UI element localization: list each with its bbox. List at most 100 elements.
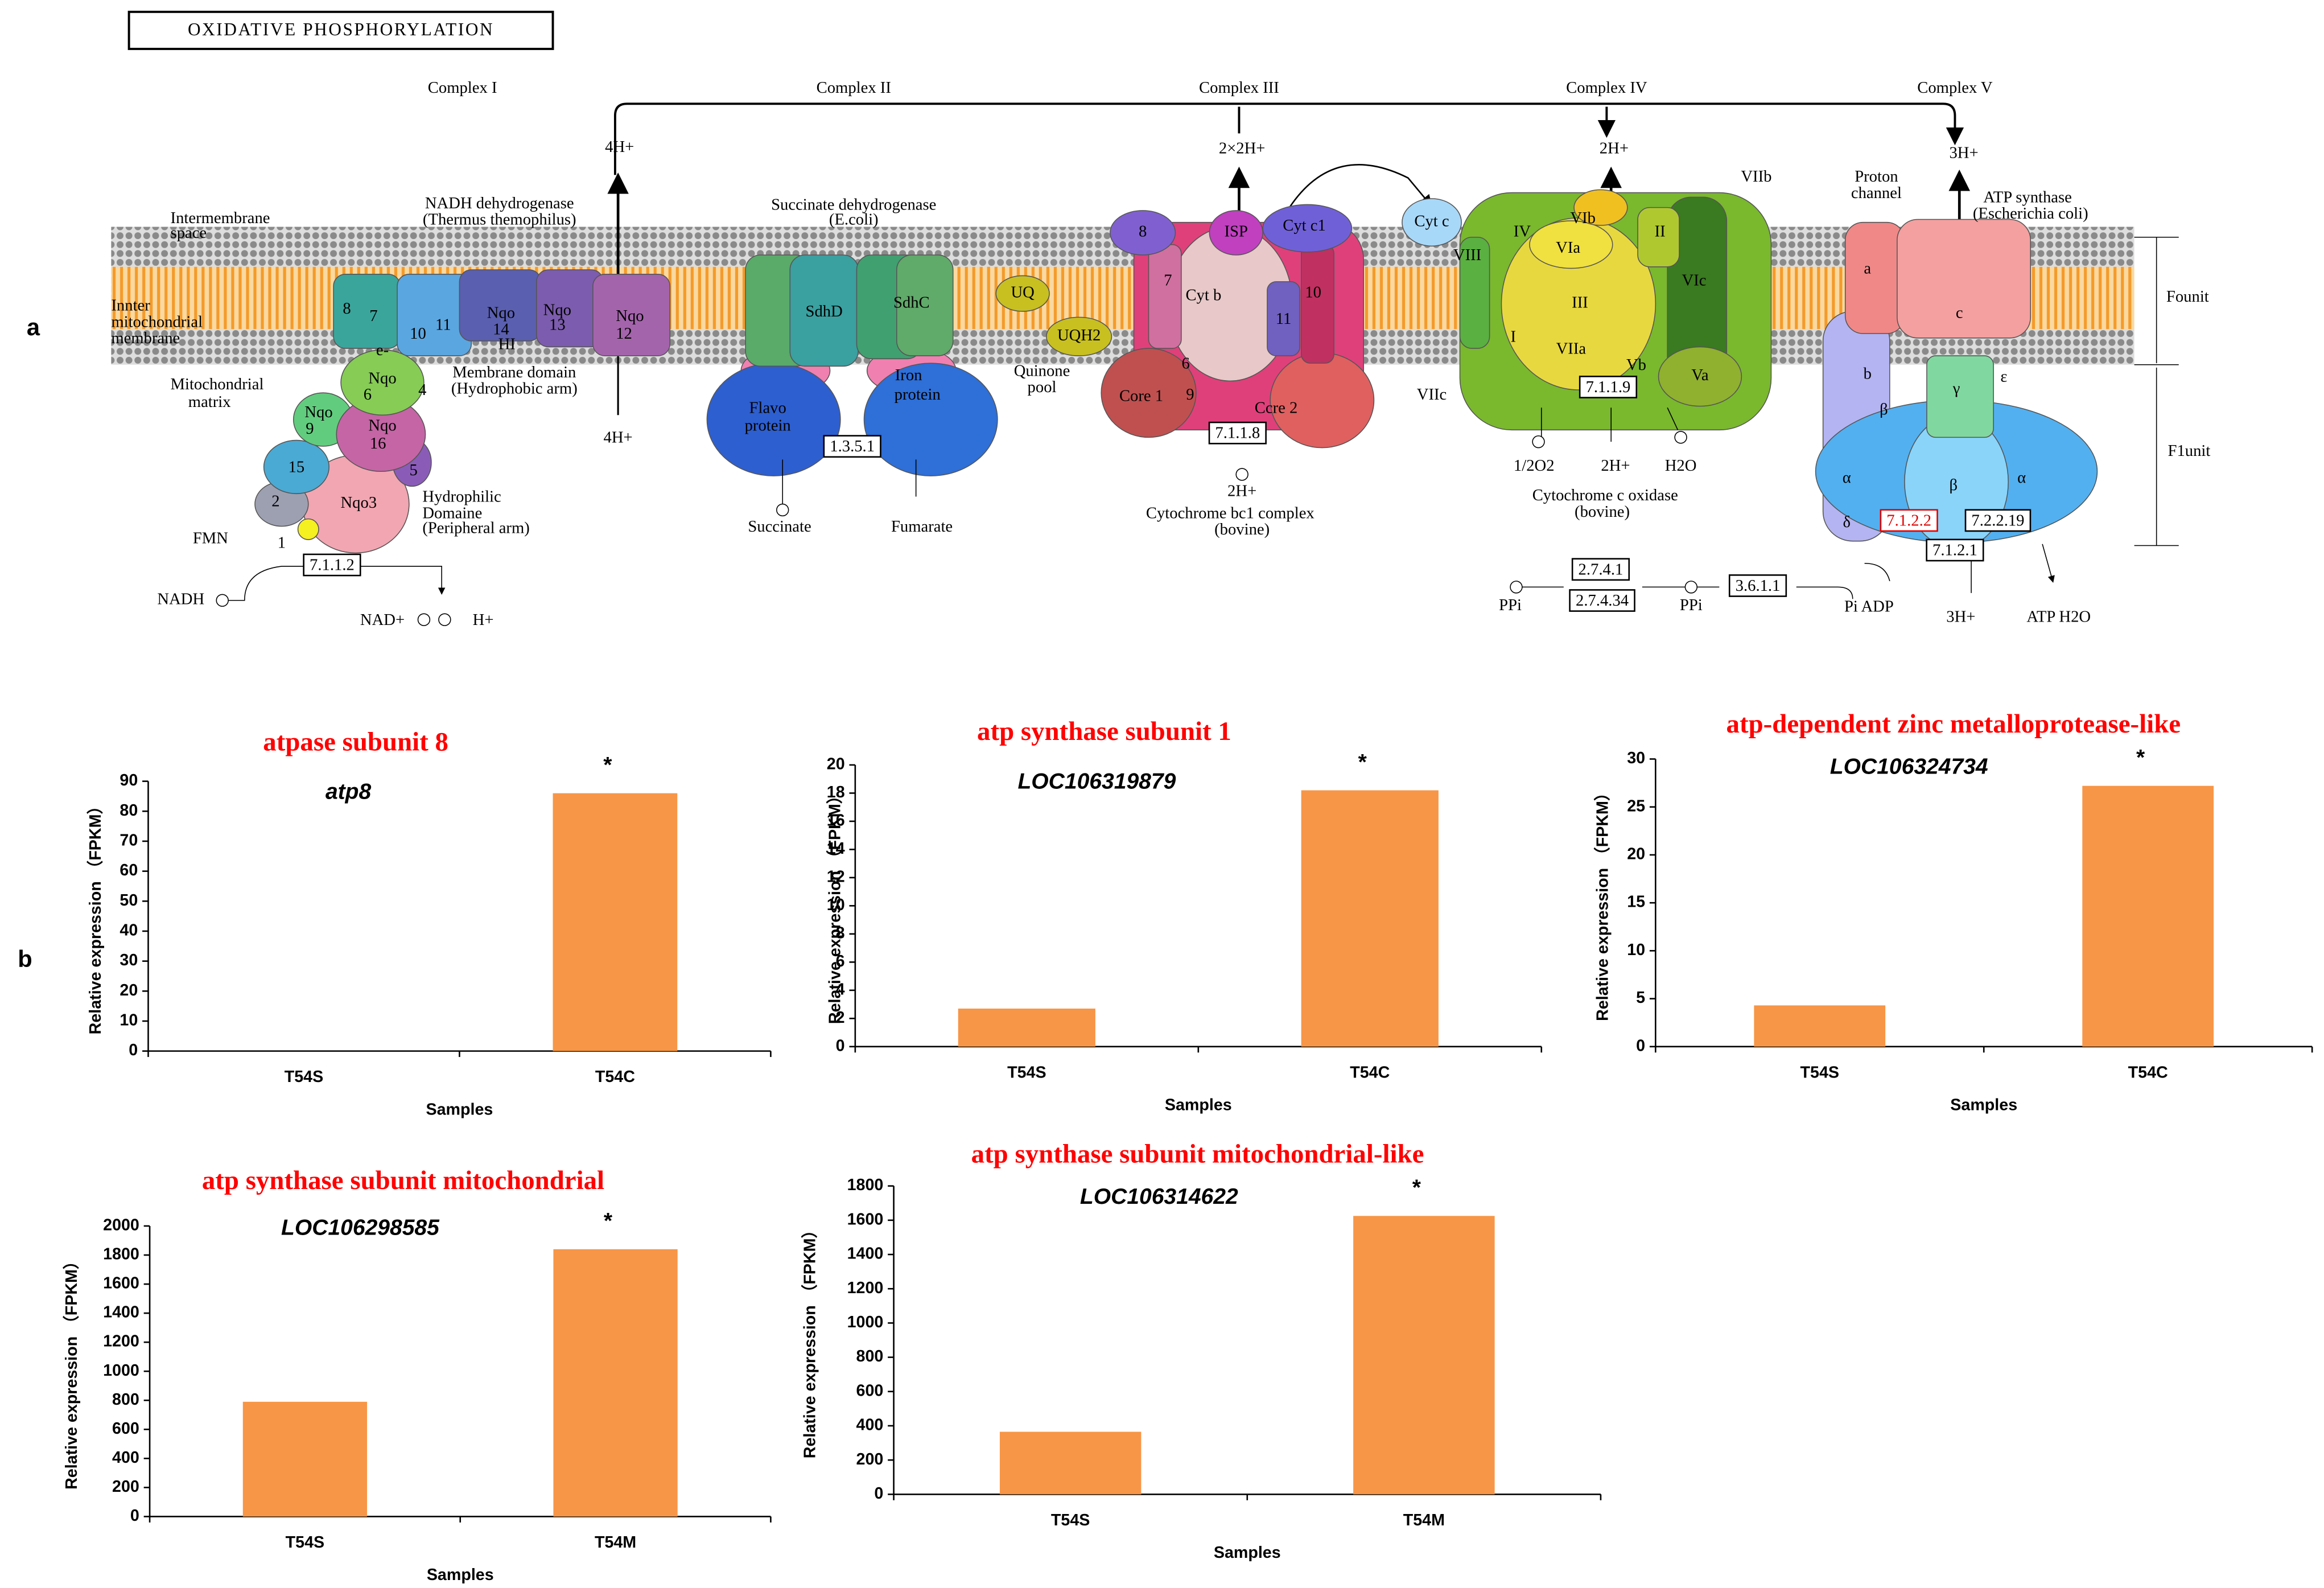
pathway-label: 1.3.5.1: [830, 437, 875, 455]
pathway-label: Nqo: [304, 403, 332, 421]
pathway-label: 2.7.4.34: [1576, 591, 1629, 610]
ec-box: [1579, 376, 1638, 398]
pathway-label: ATP H2O: [2026, 608, 2091, 626]
pathway-label: Complex IV: [1566, 79, 1647, 97]
pathway-label: γ: [1952, 380, 1960, 398]
y-tick-label: 600: [856, 1381, 884, 1400]
x-axis-label: Samples: [427, 1566, 494, 1584]
y-tick-label: 15: [1627, 893, 1645, 911]
pathway-label: β: [1880, 400, 1888, 418]
pathway-label: VIa: [1556, 238, 1580, 257]
pathway-label: Mitochondrial: [171, 375, 264, 393]
pathway-label: 12: [616, 324, 632, 343]
gene-label: LOC106324734: [1830, 754, 1988, 779]
bar: [1754, 1005, 1886, 1047]
pathway-label: channel: [1851, 184, 1902, 202]
pathway-label: c: [1956, 304, 1963, 322]
y-tick-label: 1400: [847, 1245, 884, 1263]
pathway-label: 6: [364, 385, 372, 404]
pathway-diagram: OXIDATIVE PHOSPHORYLATION a b Complex I C…: [18, 10, 2210, 972]
pathway-label: HI: [498, 335, 516, 353]
pathway-label: II: [1655, 222, 1666, 240]
pathway-label: NAD+: [360, 611, 405, 629]
y-tick-label: 1600: [847, 1210, 884, 1228]
y-tick-label: 800: [112, 1390, 139, 1409]
pathway-label: PPi: [1680, 596, 1703, 614]
y-tick-label: 20: [120, 981, 138, 999]
y-axis-label: Relative expression （FPKM）: [800, 1222, 819, 1458]
pathway-label: FMN: [193, 529, 228, 548]
complex-iv: [1459, 189, 1772, 449]
pathway-label: Cyt c: [1414, 212, 1449, 230]
x-tick-label: T54S: [1007, 1063, 1046, 1081]
pathway-label: 7.1.1.2: [310, 556, 355, 574]
pathway-label: Complex I: [428, 79, 497, 97]
y-tick-label: 1400: [103, 1303, 139, 1322]
y-tick-label: 18: [827, 783, 845, 801]
pathway-label: 4H+: [605, 138, 634, 156]
x-tick-label: T54C: [1350, 1063, 1390, 1081]
pathway-label: space: [171, 224, 207, 242]
pathway-label: δ: [1843, 513, 1851, 531]
arrow: [1288, 163, 1432, 208]
pathway-label: VIIa: [1556, 339, 1587, 357]
pathway-label: 2×2H+: [1219, 139, 1266, 158]
pathway-label: 11: [435, 316, 451, 334]
bar: [553, 1249, 678, 1517]
ec-box: [1964, 509, 2032, 532]
pathway-label: 2: [271, 492, 279, 511]
pathway-label: 11: [1276, 310, 1292, 328]
y-tick-label: 2000: [103, 1216, 139, 1235]
bar: [1353, 1216, 1495, 1495]
y-axis-label: Relative expression （FPKM）: [86, 798, 105, 1034]
pathway-label: VIc: [1682, 271, 1707, 289]
pathway-label: protein: [895, 385, 941, 404]
gene-label: LOC106314622: [1080, 1184, 1238, 1209]
pathway-label: Vb: [1626, 356, 1646, 374]
y-tick-label: 4: [836, 980, 845, 998]
pathway-label: H2O: [1665, 456, 1697, 475]
pathway-label: Nqo: [368, 417, 396, 435]
pathway-label: Cyt b: [1185, 286, 1221, 304]
pathway-label: Complex III: [1199, 79, 1279, 97]
y-tick-label: 0: [836, 1036, 845, 1055]
bar: [553, 793, 678, 1051]
pathway-label: 10: [410, 324, 426, 343]
ec-box: [1926, 538, 1984, 562]
pathway-label: 7.1.1.8: [1215, 424, 1260, 442]
pathway-label: 7: [1164, 271, 1172, 289]
y-axis-label: Relative expression （FPKM）: [826, 788, 844, 1024]
gene-label: LOC106319879: [1017, 770, 1176, 794]
y-tick-label: 1800: [103, 1245, 139, 1264]
pathway-label: pool: [1028, 378, 1057, 396]
pathway-label: 8: [343, 299, 351, 318]
pathway-label: ε: [2000, 368, 2007, 386]
complex-v: [1510, 219, 2179, 599]
y-tick-label: 6: [836, 952, 845, 970]
proton-branch: [1238, 106, 1606, 134]
x-tick-label: T54S: [1051, 1511, 1090, 1529]
bar: [999, 1431, 1142, 1495]
x-tick-label: T54S: [285, 1068, 323, 1086]
y-tick-label: 12: [827, 867, 845, 886]
pathway-label: b: [1864, 365, 1872, 383]
pathway-label: Nqo3: [341, 493, 377, 512]
significance: *: [2136, 746, 2145, 770]
pathway-label: α: [1843, 468, 1851, 487]
y-tick-label: 800: [856, 1347, 884, 1365]
y-axis-label: Relative expression （FPKM）: [62, 1253, 81, 1490]
pathway-label: Nqo: [543, 301, 571, 319]
pathway-label: IV: [1514, 222, 1531, 240]
pathway-label: NADH: [157, 590, 204, 608]
pathway-label: 3H+: [1949, 143, 1978, 162]
x-tick-label: T54C: [2128, 1063, 2168, 1081]
y-tick-label: 1200: [847, 1279, 884, 1297]
pathway-label: 7.2.2.19: [1971, 511, 2024, 529]
y-tick-label: 50: [120, 891, 138, 910]
pathway-label: Succinate dehydrogenase: [771, 196, 936, 214]
bar: [958, 1009, 1095, 1047]
pathway-label: UQH2: [1057, 326, 1101, 344]
pathway-label: β: [1950, 476, 1958, 494]
pathway-label: Fumarate: [891, 517, 953, 536]
